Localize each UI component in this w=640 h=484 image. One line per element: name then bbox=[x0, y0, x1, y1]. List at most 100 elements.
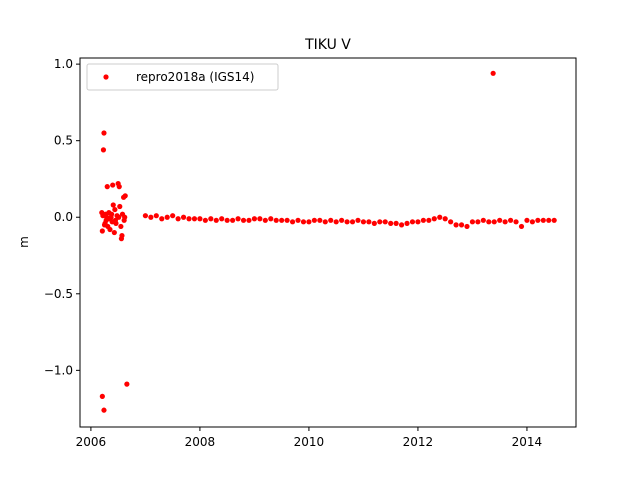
data-point bbox=[344, 219, 350, 225]
data-point bbox=[164, 214, 170, 220]
data-point bbox=[448, 219, 454, 225]
data-point bbox=[360, 219, 367, 225]
data-point bbox=[148, 214, 154, 220]
data-point bbox=[502, 219, 508, 225]
data-point bbox=[306, 219, 312, 225]
y-axis: −1.0 −0.5 0.0 0.5 1.0 bbox=[44, 57, 80, 377]
data-point bbox=[142, 213, 149, 219]
x-tick-label: 2008 bbox=[185, 435, 216, 449]
data-point bbox=[371, 220, 377, 226]
data-point bbox=[213, 217, 219, 223]
data-point bbox=[153, 213, 159, 219]
data-point bbox=[107, 226, 113, 233]
data-point bbox=[262, 217, 268, 223]
data-point bbox=[535, 217, 541, 223]
data-point bbox=[273, 217, 279, 223]
data-point bbox=[122, 193, 128, 199]
y-tick-label: −1.0 bbox=[44, 363, 73, 377]
y-tick-label: 1.0 bbox=[54, 57, 73, 71]
data-point bbox=[101, 407, 107, 413]
data-point bbox=[518, 223, 525, 230]
data-point bbox=[437, 214, 443, 220]
x-tick-label: 2006 bbox=[76, 435, 107, 449]
data-point bbox=[355, 217, 361, 223]
data-point bbox=[442, 216, 448, 222]
data-point bbox=[507, 217, 514, 223]
data-point bbox=[191, 216, 198, 222]
data-points bbox=[99, 70, 557, 413]
data-point bbox=[453, 222, 459, 228]
data-point bbox=[513, 219, 519, 225]
data-point bbox=[268, 216, 274, 222]
data-point bbox=[124, 381, 130, 387]
data-point bbox=[300, 219, 307, 225]
data-point bbox=[311, 217, 317, 223]
data-point bbox=[117, 203, 123, 210]
data-point bbox=[420, 217, 426, 223]
data-point bbox=[251, 216, 258, 222]
data-point bbox=[159, 216, 165, 222]
data-point bbox=[328, 217, 334, 223]
data-point bbox=[106, 216, 113, 222]
data-point bbox=[469, 219, 476, 225]
y-axis-label: m bbox=[17, 236, 31, 248]
data-point bbox=[279, 217, 285, 223]
data-point bbox=[377, 219, 383, 225]
data-point bbox=[415, 219, 421, 225]
x-tick-label: 2012 bbox=[403, 435, 434, 449]
data-point bbox=[110, 182, 116, 188]
data-point bbox=[551, 217, 557, 223]
data-point bbox=[110, 202, 116, 208]
data-point bbox=[529, 219, 536, 225]
x-tick-label: 2014 bbox=[512, 435, 543, 449]
data-point bbox=[202, 217, 208, 223]
data-point bbox=[219, 216, 225, 222]
legend-marker bbox=[103, 74, 109, 80]
data-point bbox=[180, 214, 187, 220]
data-point bbox=[464, 223, 470, 230]
data-point bbox=[349, 219, 356, 225]
chart-title: TIKU V bbox=[304, 37, 351, 53]
data-point bbox=[404, 220, 410, 226]
data-point bbox=[289, 219, 296, 225]
data-point bbox=[458, 222, 465, 228]
y-tick-label: 0.0 bbox=[54, 210, 73, 224]
data-point bbox=[366, 219, 372, 225]
data-point bbox=[284, 217, 290, 223]
data-point bbox=[104, 184, 110, 190]
data-point bbox=[170, 213, 176, 219]
y-tick-label: −0.5 bbox=[44, 287, 73, 301]
data-point bbox=[186, 216, 192, 222]
data-point bbox=[224, 217, 230, 223]
y-tick-label: 0.5 bbox=[54, 134, 73, 148]
legend-label: repro2018a (IGS14) bbox=[136, 70, 254, 84]
data-point bbox=[480, 217, 486, 223]
data-point bbox=[175, 216, 181, 222]
data-point bbox=[111, 229, 117, 236]
plot-frame bbox=[79, 57, 577, 428]
data-point bbox=[118, 223, 124, 230]
legend-box bbox=[86, 63, 279, 91]
data-point bbox=[257, 216, 263, 222]
data-point bbox=[431, 216, 437, 222]
data-point bbox=[339, 217, 345, 223]
data-point bbox=[112, 206, 118, 213]
data-point bbox=[497, 217, 503, 223]
x-tick-label: 2010 bbox=[294, 435, 325, 449]
data-point bbox=[426, 217, 432, 223]
data-point bbox=[540, 217, 546, 223]
data-point bbox=[524, 217, 530, 223]
data-point bbox=[382, 219, 388, 225]
data-point bbox=[230, 217, 236, 223]
data-point bbox=[409, 219, 416, 225]
data-point bbox=[295, 217, 301, 223]
data-point bbox=[246, 217, 252, 223]
data-point bbox=[102, 220, 108, 226]
data-point bbox=[393, 220, 399, 226]
data-point bbox=[546, 217, 552, 223]
legend: repro2018a (IGS14) bbox=[86, 63, 279, 91]
data-point bbox=[112, 217, 119, 223]
data-point bbox=[333, 219, 339, 225]
